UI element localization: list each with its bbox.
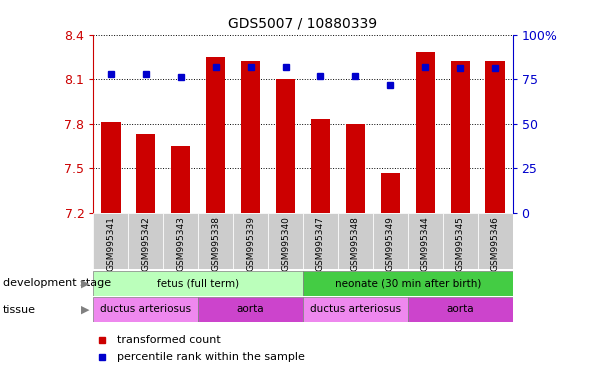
Text: GSM995343: GSM995343 — [176, 216, 185, 271]
Bar — [311, 119, 330, 213]
Bar — [408, 213, 443, 269]
Text: GSM995344: GSM995344 — [421, 216, 430, 271]
Bar — [408, 297, 513, 322]
Text: aorta: aorta — [237, 304, 265, 314]
Bar — [233, 213, 268, 269]
Bar — [478, 213, 513, 269]
Bar — [241, 61, 260, 213]
Text: GSM995340: GSM995340 — [281, 216, 290, 271]
Bar — [93, 297, 198, 322]
Bar — [276, 79, 295, 213]
Bar — [303, 297, 408, 322]
Bar — [450, 61, 470, 213]
Text: ductus arteriosus: ductus arteriosus — [100, 304, 191, 314]
Bar — [346, 124, 365, 213]
Bar — [443, 213, 478, 269]
Bar — [206, 57, 226, 213]
Text: GSM995338: GSM995338 — [211, 216, 220, 271]
Text: percentile rank within the sample: percentile rank within the sample — [116, 352, 305, 362]
Bar — [128, 213, 163, 269]
Text: GSM995347: GSM995347 — [316, 216, 325, 271]
Text: GSM995345: GSM995345 — [456, 216, 465, 271]
Text: GSM995346: GSM995346 — [491, 216, 500, 271]
Bar — [171, 146, 191, 213]
Text: aorta: aorta — [446, 304, 474, 314]
Text: development stage: development stage — [3, 278, 111, 288]
Text: tissue: tissue — [3, 305, 36, 314]
Bar — [380, 173, 400, 213]
Text: GSM995349: GSM995349 — [386, 216, 395, 271]
Bar — [136, 134, 156, 213]
Bar — [93, 271, 303, 296]
Bar — [198, 297, 303, 322]
Bar — [101, 122, 121, 213]
Bar — [373, 213, 408, 269]
Bar — [415, 53, 435, 213]
Text: neonate (30 min after birth): neonate (30 min after birth) — [335, 278, 481, 288]
Text: GSM995342: GSM995342 — [141, 216, 150, 271]
Bar — [338, 213, 373, 269]
Title: GDS5007 / 10880339: GDS5007 / 10880339 — [229, 17, 377, 31]
Bar — [198, 213, 233, 269]
Text: GSM995339: GSM995339 — [246, 216, 255, 271]
Text: ▶: ▶ — [81, 305, 89, 314]
Text: ductus arteriosus: ductus arteriosus — [310, 304, 401, 314]
Bar — [268, 213, 303, 269]
Bar — [303, 213, 338, 269]
Bar — [163, 213, 198, 269]
Text: GSM995341: GSM995341 — [106, 216, 115, 271]
Bar — [485, 61, 505, 213]
Text: ▶: ▶ — [81, 278, 89, 288]
Bar — [303, 271, 513, 296]
Bar — [93, 213, 128, 269]
Text: fetus (full term): fetus (full term) — [157, 278, 239, 288]
Text: transformed count: transformed count — [116, 335, 220, 345]
Text: GSM995348: GSM995348 — [351, 216, 360, 271]
